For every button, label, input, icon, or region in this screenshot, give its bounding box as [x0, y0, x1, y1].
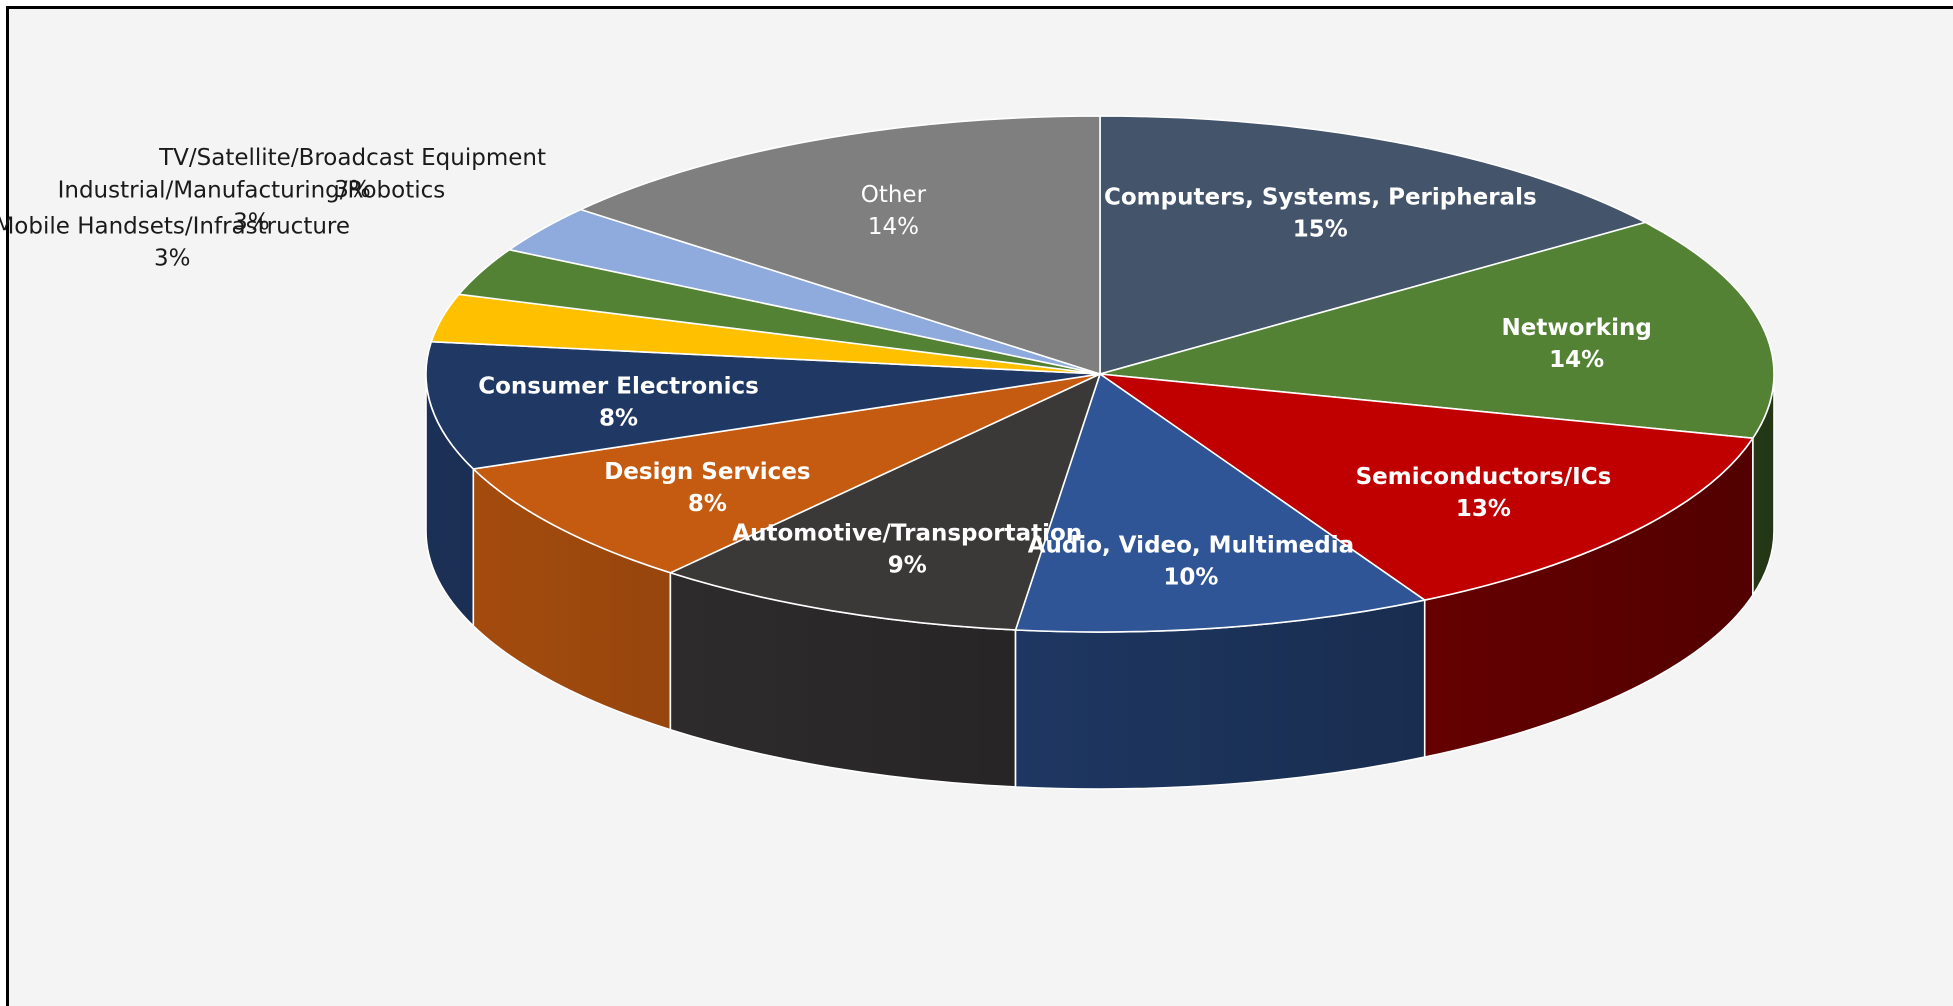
slice-networking — [1099, 221, 1775, 439]
pie-sides — [425, 373, 1775, 790]
data-label-computers-systems-peripherals: Computers, Systems, Peripherals — [1104, 184, 1537, 210]
data-label-other: Other — [861, 182, 927, 208]
slice-automotive-transportation — [669, 373, 1101, 631]
value-label-networking: 14% — [1549, 347, 1604, 373]
data-label-semiconductors-ics: Semiconductors/ICs — [1356, 464, 1612, 490]
pie-tops — [425, 115, 1775, 633]
slice-semiconductors-ics — [1099, 373, 1754, 601]
data-label-mobile-handsets-infrastructure: Mobile Handsets/Infrastructure — [0, 214, 350, 240]
data-label-automotive-transportation: Automotive/Transportation — [732, 520, 1082, 546]
data-label-industrial-manufacturing-robotics: Industrial/Manufacturing/Robotics — [58, 178, 446, 204]
data-label-consumer-electronics: Consumer Electronics — [478, 373, 759, 399]
value-label-industrial-manufacturing-robotics: 3% — [233, 210, 270, 236]
value-label-computers-systems-peripherals: 15% — [1293, 216, 1348, 242]
data-label-networking: Networking — [1502, 315, 1652, 341]
slice-design-services — [472, 373, 1101, 574]
data-label-design-services: Design Services — [604, 459, 810, 485]
slice-other — [579, 115, 1101, 375]
value-label-consumer-electronics: 8% — [599, 405, 638, 431]
slice-consumer-electronics — [425, 340, 1101, 470]
slice-audio-video-multimedia — [1014, 373, 1426, 633]
value-label-semiconductors-ics: 13% — [1456, 496, 1511, 522]
data-label-audio-video-multimedia: Audio, Video, Multimedia — [1028, 532, 1354, 558]
value-label-tv-satellite-broadcast-equipment: 3% — [334, 177, 371, 203]
value-label-other: 14% — [868, 214, 919, 240]
value-label-mobile-handsets-infrastructure: 3% — [154, 246, 191, 272]
pie-labels: Computers, Systems, Peripherals 15% Networ… — [0, 145, 1652, 590]
value-label-automotive-transportation: 9% — [888, 552, 927, 578]
value-label-design-services: 8% — [688, 491, 727, 517]
value-label-audio-video-multimedia: 10% — [1163, 564, 1218, 590]
slice-computers-systems-peripherals — [1099, 115, 1647, 375]
data-label-tv-satellite-broadcast-equipment: TV/Satellite/Broadcast Equipment — [158, 145, 546, 171]
